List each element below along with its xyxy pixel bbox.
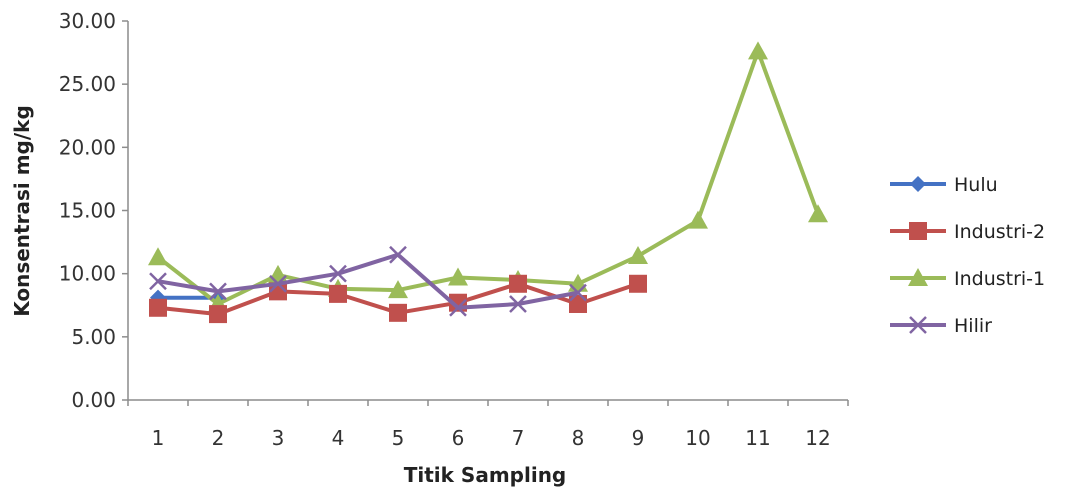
- x-tick-label: 1: [152, 426, 165, 450]
- y-tick-label: 5.00: [71, 325, 116, 349]
- data-point: [268, 264, 288, 283]
- data-point: [628, 245, 648, 264]
- legend-label: Industri-2: [954, 221, 1045, 243]
- x-ticks: 1 2 3 4 5 6 7 8 9 10 11 12: [127, 400, 849, 450]
- legend-marker: [910, 176, 926, 192]
- data-point: [808, 204, 828, 223]
- y-tick-label: 30.00: [59, 9, 116, 33]
- x-tick-label: 4: [332, 426, 345, 450]
- data-point: [209, 305, 227, 324]
- legend: Hulu Industri-2 Industri-1 Hilir: [890, 174, 1045, 337]
- series-hilir: [149, 245, 587, 317]
- data-point: [509, 295, 527, 313]
- y-ticks: 0.00 5.00 10.00 15.00 20.00 25.00 30.00: [59, 9, 128, 412]
- x-tick-label: 10: [685, 426, 710, 450]
- data-point: [388, 280, 408, 299]
- data-point: [149, 298, 167, 317]
- data-point: [629, 274, 647, 293]
- legend-entry: Industri-2: [890, 221, 1045, 243]
- data-point: [569, 294, 587, 313]
- x-tick-label: 11: [745, 426, 770, 450]
- x-tick-label: 8: [572, 426, 585, 450]
- data-point: [148, 247, 168, 266]
- legend-label: Industri-1: [954, 268, 1045, 290]
- data-point: [569, 283, 587, 302]
- data-point: [448, 267, 468, 286]
- data-point: [269, 274, 287, 293]
- x-tick-label: 9: [632, 426, 645, 450]
- data-point: [389, 245, 407, 264]
- legend-marker: [909, 222, 927, 240]
- x-tick-label: 7: [512, 426, 525, 450]
- data-point: [449, 298, 467, 317]
- x-tick-label: 3: [272, 426, 285, 450]
- data-point: [389, 303, 407, 322]
- y-tick-label: 25.00: [59, 72, 116, 96]
- legend-label: Hilir: [954, 315, 992, 337]
- x-tick-label: 12: [805, 426, 830, 450]
- y-tick-label: 10.00: [59, 262, 116, 286]
- y-axis-title: Konsentrasi mg/kg: [10, 105, 34, 317]
- legend-entry: Hulu: [890, 174, 998, 196]
- legend-marker: [909, 316, 927, 334]
- series-line: [156, 49, 820, 306]
- data-point: [509, 274, 527, 293]
- y-tick-label: 15.00: [59, 199, 116, 223]
- data-point: [149, 272, 167, 291]
- data-point: [209, 282, 227, 301]
- axes: [127, 21, 848, 401]
- legend-label: Hulu: [954, 174, 998, 196]
- y-tick-label: 20.00: [59, 135, 116, 159]
- x-tick-label: 5: [392, 426, 405, 450]
- data-point: [329, 264, 347, 283]
- series-industri-1: [148, 41, 828, 312]
- data-point: [688, 210, 708, 229]
- x-tick-label: 6: [452, 426, 465, 450]
- legend-entry: Hilir: [890, 315, 992, 337]
- data-point: [329, 284, 347, 303]
- legend-marker: [908, 268, 928, 286]
- data-point: [748, 41, 768, 60]
- y-tick-label: 0.00: [71, 388, 116, 412]
- series-line: [157, 252, 579, 310]
- x-tick-label: 2: [212, 426, 225, 450]
- series-layer: [148, 41, 828, 324]
- x-axis-title: Titik Sampling: [404, 463, 567, 487]
- legend-entry: Industri-1: [890, 268, 1045, 290]
